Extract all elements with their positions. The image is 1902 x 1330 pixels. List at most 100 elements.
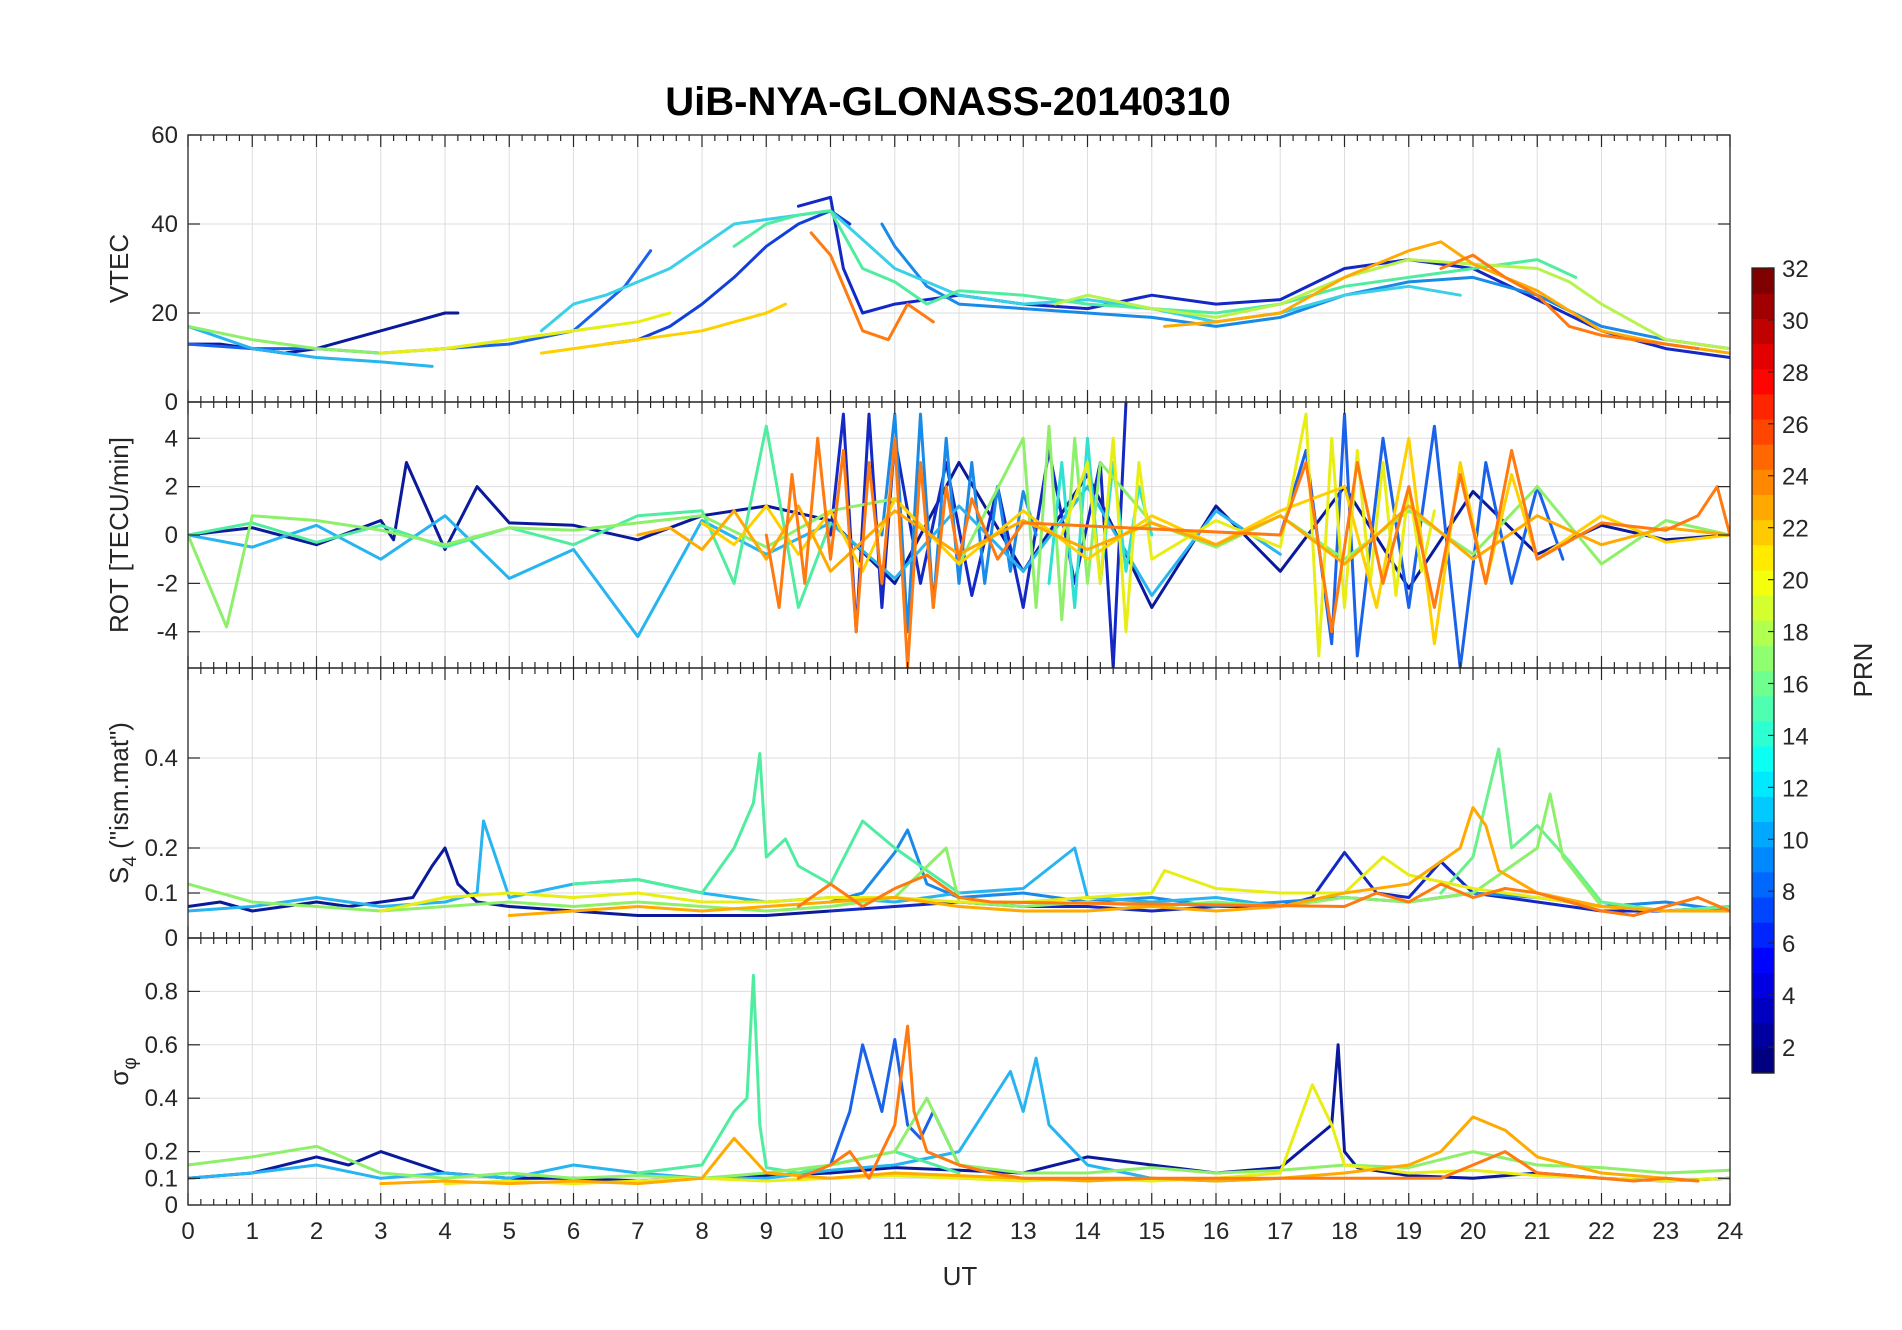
y-tick-label: 0.1: [145, 880, 178, 907]
x-tick-label: 16: [1203, 1218, 1230, 1245]
colorbar-swatch: [1752, 821, 1774, 848]
x-tick-label: 8: [695, 1218, 708, 1245]
series-line-prn-24: [796, 1024, 1700, 1183]
y-axis-label: VTEC: [104, 234, 134, 303]
series-group: [188, 402, 1730, 668]
series-line-prn-22: [636, 504, 1730, 573]
y-label-main: σ: [104, 1070, 134, 1086]
x-tick-label: 12: [946, 1218, 973, 1245]
colorbar-tick-label: 8: [1782, 879, 1795, 906]
x-tick-label: 19: [1395, 1218, 1422, 1245]
series-line-prn-11: [188, 324, 434, 368]
colorbar-swatch: [1752, 871, 1774, 898]
y-tick-label: 0.1: [145, 1165, 178, 1192]
colorbar-swatch: [1752, 695, 1774, 722]
colorbar-swatch: [1752, 745, 1774, 772]
x-tick-label: 3: [374, 1218, 387, 1245]
y-tick-label: 0.6: [145, 1032, 178, 1059]
x-tick-label: 11: [882, 1218, 907, 1245]
y-axis-label: S4 ("ism.mat"): [104, 722, 141, 884]
series-line-prn-15: [188, 424, 832, 609]
y-tick-label: 4: [165, 425, 178, 452]
y-label-rest: ("ism.mat"): [104, 722, 134, 856]
series-line-prn-11: [188, 485, 1282, 639]
panel-rot: -4 -2 0 2 4 ROT [TECU/min]: [104, 401, 1731, 669]
y-tick-label: -4: [157, 619, 178, 646]
x-tick-label: 0: [181, 1218, 194, 1245]
y-tick-label: 60: [151, 122, 178, 149]
colorbar-tick-label: 4: [1782, 983, 1795, 1010]
y-tick-label: 0.8: [145, 978, 178, 1005]
series-line-prn-22: [507, 806, 1730, 917]
colorbar-swatch: [1752, 418, 1774, 445]
y-label-subscript: 4: [120, 856, 141, 867]
series-line-prn-2: [188, 846, 832, 917]
series-line-prn-15: [732, 209, 1578, 315]
colorbar-tick-label: 22: [1782, 516, 1809, 543]
colorbar-swatch: [1752, 469, 1774, 496]
colorbar-swatch: [1752, 368, 1774, 395]
colorbar-swatch: [1752, 444, 1774, 470]
x-tick-label: 1: [246, 1218, 259, 1245]
colorbar-swatch: [1752, 569, 1774, 596]
colorbar-swatch: [1752, 720, 1774, 747]
y-label-subscript: φ: [120, 1057, 141, 1069]
colorbar-swatch: [1752, 1022, 1774, 1049]
y-tick-label: 0: [165, 389, 178, 416]
colorbar-tick-label: 6: [1782, 931, 1795, 958]
colorbar-swatch: [1752, 544, 1774, 571]
series-line-prn-20: [379, 855, 1730, 913]
colorbar-swatch: [1752, 268, 1774, 294]
colorbar-swatch: [1752, 796, 1774, 823]
x-tick-label: 23: [1652, 1218, 1679, 1245]
colorbar-tick-label: 26: [1782, 412, 1809, 439]
series-line-prn-24: [764, 436, 1730, 668]
series-line-prn-17: [188, 1096, 1730, 1180]
x-tick-label: 21: [1524, 1218, 1551, 1245]
y-tick-label: 0: [165, 522, 178, 549]
colorbar-swatch: [1752, 318, 1774, 345]
series-line-prn-16: [1439, 747, 1730, 913]
colorbar-swatch: [1752, 997, 1774, 1024]
colorbar-swatch: [1752, 293, 1774, 319]
x-tick-label: 4: [438, 1218, 451, 1245]
colorbar-tick-label: 32: [1782, 256, 1809, 283]
x-tick-label: 14: [1074, 1218, 1101, 1245]
series-line-prn-17: [188, 792, 1730, 913]
colorbar-swatch: [1752, 922, 1774, 948]
colorbar-tick-label: 10: [1782, 827, 1809, 854]
series-group: [188, 747, 1730, 917]
colorbar-swatch: [1752, 595, 1774, 621]
colorbar-tick-label: 2: [1782, 1035, 1795, 1062]
x-tick-label: 20: [1460, 1218, 1487, 1245]
colorbar-tick-label: 16: [1782, 671, 1809, 698]
series-line-prn-6: [1278, 412, 1565, 668]
x-tick-label: 24: [1717, 1218, 1744, 1245]
colorbar-swatch: [1752, 393, 1774, 420]
series-line-prn-21: [539, 302, 787, 355]
series-line-prn-24: [1439, 253, 1700, 351]
series-group: [188, 195, 1730, 368]
y-axis-label: ROT [TECU/min]: [104, 437, 134, 633]
x-tick-label: 6: [567, 1218, 580, 1245]
y-tick-label: 2: [165, 474, 178, 501]
colorbar-swatch: [1752, 771, 1774, 797]
y-tick-label: 0.2: [145, 1139, 178, 1166]
colorbar-tick-label: 12: [1782, 775, 1809, 802]
x-tick-label: 2: [310, 1218, 323, 1245]
colorbar-frame: [1751, 267, 1775, 1074]
colorbar-swatch: [1752, 645, 1774, 672]
panel-vtec: 0 20 40 60 VTEC: [104, 122, 1731, 416]
colorbar-swatch: [1752, 620, 1774, 646]
colorbar-swatch: [1752, 343, 1774, 370]
colorbar-tick-label: 18: [1782, 620, 1809, 647]
x-axis-label: UT: [943, 1261, 978, 1291]
series-line-prn-22: [1163, 240, 1730, 355]
colorbar-swatch: [1752, 1047, 1774, 1074]
colorbar-tick-label: 28: [1782, 360, 1809, 387]
x-tick-label: 10: [817, 1218, 844, 1245]
